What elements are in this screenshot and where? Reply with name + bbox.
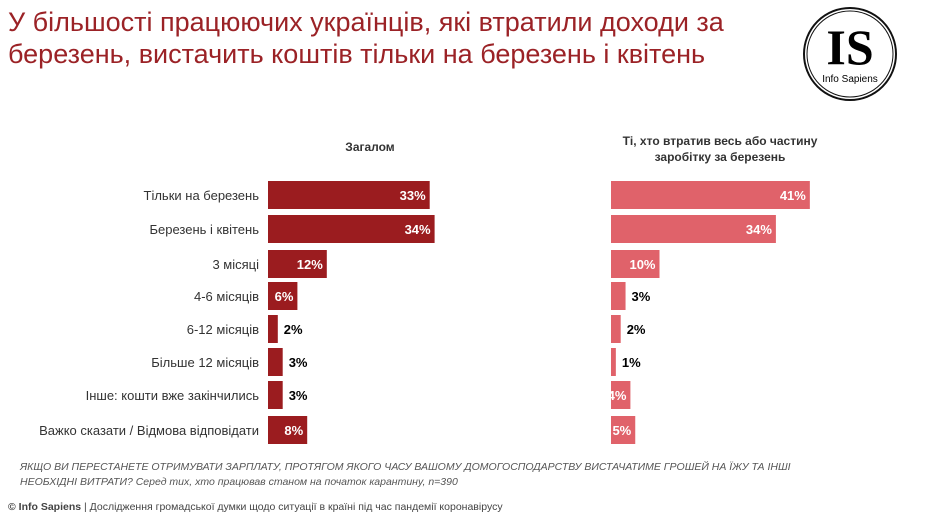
category-label: 4-6 місяців xyxy=(194,289,259,304)
left-chart-title: Загалом xyxy=(345,140,395,154)
category-label: Тільки на березень xyxy=(144,188,260,203)
bar xyxy=(268,215,435,243)
bar xyxy=(611,381,631,409)
category-label: Березень і квітень xyxy=(149,222,259,237)
data-label: 1% xyxy=(622,355,641,370)
bar xyxy=(268,315,278,343)
bar xyxy=(611,282,626,310)
category-label: Важко сказати / Відмова відповідати xyxy=(39,423,259,438)
data-label: 8% xyxy=(284,423,303,438)
bar xyxy=(268,416,308,444)
category-label: 3 місяці xyxy=(212,257,259,272)
data-label: 33% xyxy=(400,188,426,203)
page-title: У більшості працюючих українців, які втр… xyxy=(8,7,724,69)
category-label: 6-12 місяців xyxy=(187,322,259,337)
footer: © Info Sapiens | Дослідження громадської… xyxy=(8,501,503,513)
bar-charts: 33% Тільки на березень 34% Березень і квіте… xyxy=(39,181,810,444)
bar xyxy=(611,315,621,343)
data-label: 4% xyxy=(608,388,627,403)
bar xyxy=(268,381,283,409)
data-label: 2% xyxy=(284,322,303,337)
bar xyxy=(611,215,776,243)
bar xyxy=(611,348,616,376)
category-label: Більше 12 місяців xyxy=(151,355,259,370)
data-label: 3% xyxy=(289,355,308,370)
data-label: 2% xyxy=(627,322,646,337)
svg-text:Info Sapiens: Info Sapiens xyxy=(822,74,878,85)
bar xyxy=(611,181,810,209)
data-label: 3% xyxy=(289,388,308,403)
footer-brand: © Info Sapiens xyxy=(8,501,82,513)
data-label: 6% xyxy=(275,289,294,304)
question-note: ЯКЩО ВИ ПЕРЕСТАНЕТЕ ОТРИМУВАТИ ЗАРПЛАТУ,… xyxy=(20,461,791,488)
bar xyxy=(268,348,283,376)
data-label: 3% xyxy=(632,289,651,304)
footer-text: | Дослідження громадської думки щодо сит… xyxy=(81,501,503,513)
bar xyxy=(268,282,298,310)
svg-text:IS: IS xyxy=(826,19,873,75)
category-label: Інше: кошти вже закінчились xyxy=(86,388,260,403)
data-label: 34% xyxy=(405,222,431,237)
data-label: 34% xyxy=(746,222,772,237)
data-label: 12% xyxy=(297,257,323,272)
data-label: 10% xyxy=(629,257,655,272)
bar xyxy=(268,181,430,209)
info-sapiens-logo: IS Info Sapiens xyxy=(803,7,897,101)
bar xyxy=(611,416,636,444)
bar xyxy=(268,250,327,278)
data-label: 41% xyxy=(780,188,806,203)
right-chart-title: Ті, хто втратив весь або частину заробіт… xyxy=(622,134,818,164)
data-label: 5% xyxy=(612,423,631,438)
bar xyxy=(611,250,660,278)
